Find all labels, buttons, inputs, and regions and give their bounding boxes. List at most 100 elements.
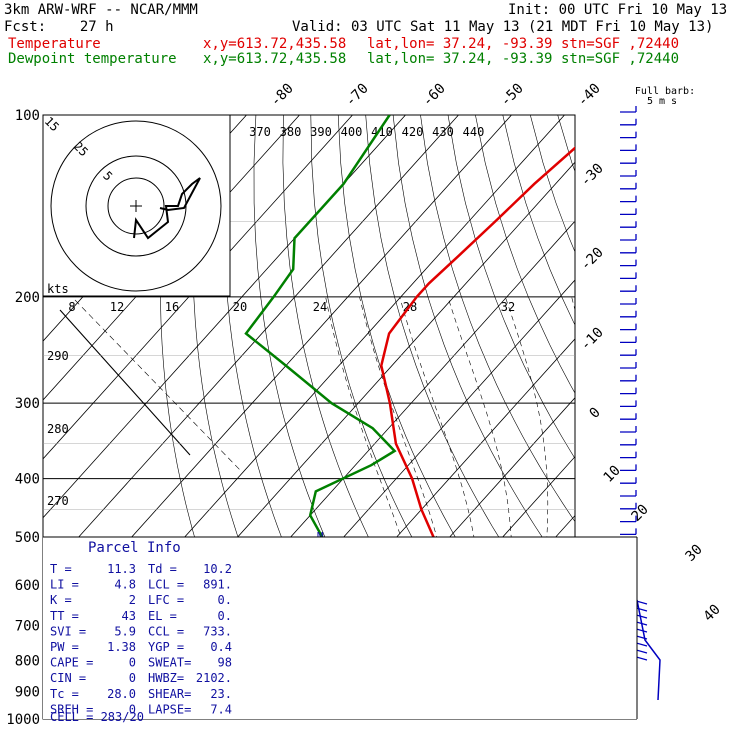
temperature-latlon: lat,lon= 37.24, -93.39 — [367, 36, 553, 52]
wind-barb — [620, 528, 637, 536]
isotherm-label: -10 — [578, 325, 607, 354]
wind-barb — [620, 221, 637, 228]
parcel-value: 43 — [122, 609, 136, 623]
parcel-value: 2 — [129, 593, 136, 607]
isotherm-label: -20 — [578, 245, 607, 274]
parcel-key: YGP = — [148, 640, 184, 654]
dry-adiabat-line — [640, 115, 740, 719]
hodograph-units: kts — [47, 282, 69, 296]
pressure-label-700: 700 — [15, 618, 40, 634]
wind-barb — [620, 144, 637, 152]
wind-barb — [620, 362, 637, 369]
wind-barb — [620, 477, 637, 484]
wind-barb — [620, 285, 637, 292]
pressure-label-400: 400 — [15, 472, 40, 488]
parcel-value: 1.38 — [107, 640, 136, 654]
hodograph-ring — [50, 120, 222, 292]
theta-label: 420 — [402, 125, 424, 139]
parcel-value: 0.4 — [210, 640, 232, 654]
hodograph-center — [130, 200, 142, 212]
wind-barb — [620, 438, 637, 446]
wind-barb — [620, 426, 637, 433]
wind-scale-label: 12 — [110, 300, 124, 314]
parcel-key: LFC = — [148, 593, 184, 607]
parcel-value: 98 — [218, 656, 232, 670]
theta-label: 440 — [463, 125, 485, 139]
parcel-key: SREH = — [50, 702, 93, 716]
barb-legend-units: 5 m s — [647, 96, 677, 107]
parcel-key: Td = — [148, 562, 177, 576]
parcel-value: 2102. — [196, 671, 232, 685]
parcel-value: 4.8 — [114, 578, 136, 592]
wind-barb — [620, 336, 637, 344]
dewpoint-latlon: lat,lon= 37.24, -93.39 — [367, 51, 553, 67]
parcel-info-box — [43, 537, 637, 719]
parcel-value: 0 — [129, 702, 136, 716]
wind-barb — [620, 234, 637, 241]
wind-barb — [620, 259, 637, 267]
theta-left-label: 270 — [47, 494, 69, 508]
dry-adiabat-line — [447, 115, 575, 459]
wind-barb — [620, 118, 637, 126]
parcel-key: EL = — [148, 609, 177, 623]
isotherm-label: 40 — [701, 602, 724, 625]
isotherm-label: 0 — [587, 405, 604, 422]
parcel-key: CIN = — [50, 671, 86, 685]
theta-left-label: 280 — [47, 422, 69, 436]
wind-barb — [620, 464, 637, 472]
parcel-value: 7.4 — [210, 702, 232, 716]
parcel-key: SHEAR= — [148, 687, 191, 701]
forecast-hour: Fcst: 27 h — [4, 19, 114, 35]
cell-motion: CELL = 283/20 — [50, 710, 144, 724]
parcel-value: 23. — [210, 687, 232, 701]
parcel-value: 0 — [129, 671, 136, 685]
wind-barb — [620, 515, 637, 523]
parcel-key: HWBZ= — [148, 671, 184, 685]
isotherm-line — [43, 115, 459, 578]
parcel-value: 5.9 — [114, 624, 136, 638]
dewpoint-xy: x,y=613.72,435.58 — [203, 51, 347, 67]
wind-scale-label: 24 — [313, 300, 327, 314]
hodograph-trace — [133, 177, 201, 240]
wind-barb — [620, 170, 637, 177]
dry-adiabat-line — [667, 115, 740, 719]
parcel-value: 28.0 — [107, 687, 136, 701]
temperature-station: stn=SGF ,72440 — [561, 36, 680, 52]
wind-scale-label: 20 — [233, 300, 247, 314]
theta-label: 400 — [341, 125, 363, 139]
dry-adiabat-line — [722, 115, 740, 719]
pressure-label-100: 100 — [15, 108, 40, 124]
wind-barb — [620, 106, 637, 113]
isotherm-line — [710, 115, 740, 719]
wind-barb — [620, 195, 637, 203]
wind-barb — [620, 182, 637, 190]
parcel-value: 0 — [129, 656, 136, 670]
pressure-label-200: 200 — [15, 290, 40, 306]
parcel-key: T = — [50, 562, 72, 576]
wind-barb-staff — [636, 599, 661, 701]
parcel-key: Tc = — [50, 687, 79, 701]
wind-barb — [620, 323, 637, 331]
isotherm-label: -80 — [268, 81, 297, 110]
dewpoint-station: stn=SGF ,72440 — [561, 51, 680, 67]
isotherm-label: -60 — [420, 81, 449, 110]
wind-scale-label: 8 — [68, 300, 75, 314]
wind-scale-label: 32 — [501, 300, 515, 314]
theta-label: 380 — [280, 125, 302, 139]
theta-label: 370 — [249, 125, 271, 139]
isotherm-line — [43, 115, 353, 460]
parcel-key: TT = — [50, 609, 79, 623]
wind-barb — [620, 298, 637, 305]
parcel-value: 0. — [218, 609, 232, 623]
wind-barb — [620, 413, 637, 420]
wind-barb — [620, 349, 637, 356]
barb-legend-title: Full barb: — [635, 86, 695, 97]
pressure-label-800: 800 — [15, 653, 40, 669]
dewpoint-legend: Dewpoint temperature — [8, 51, 177, 67]
parcel-value: 733. — [203, 624, 232, 638]
pressure-label-500: 500 — [15, 530, 40, 546]
parcel-value: 10.2 — [203, 562, 232, 576]
isotherm-label: -40 — [575, 81, 604, 110]
isotherm-label: 30 — [683, 542, 706, 565]
